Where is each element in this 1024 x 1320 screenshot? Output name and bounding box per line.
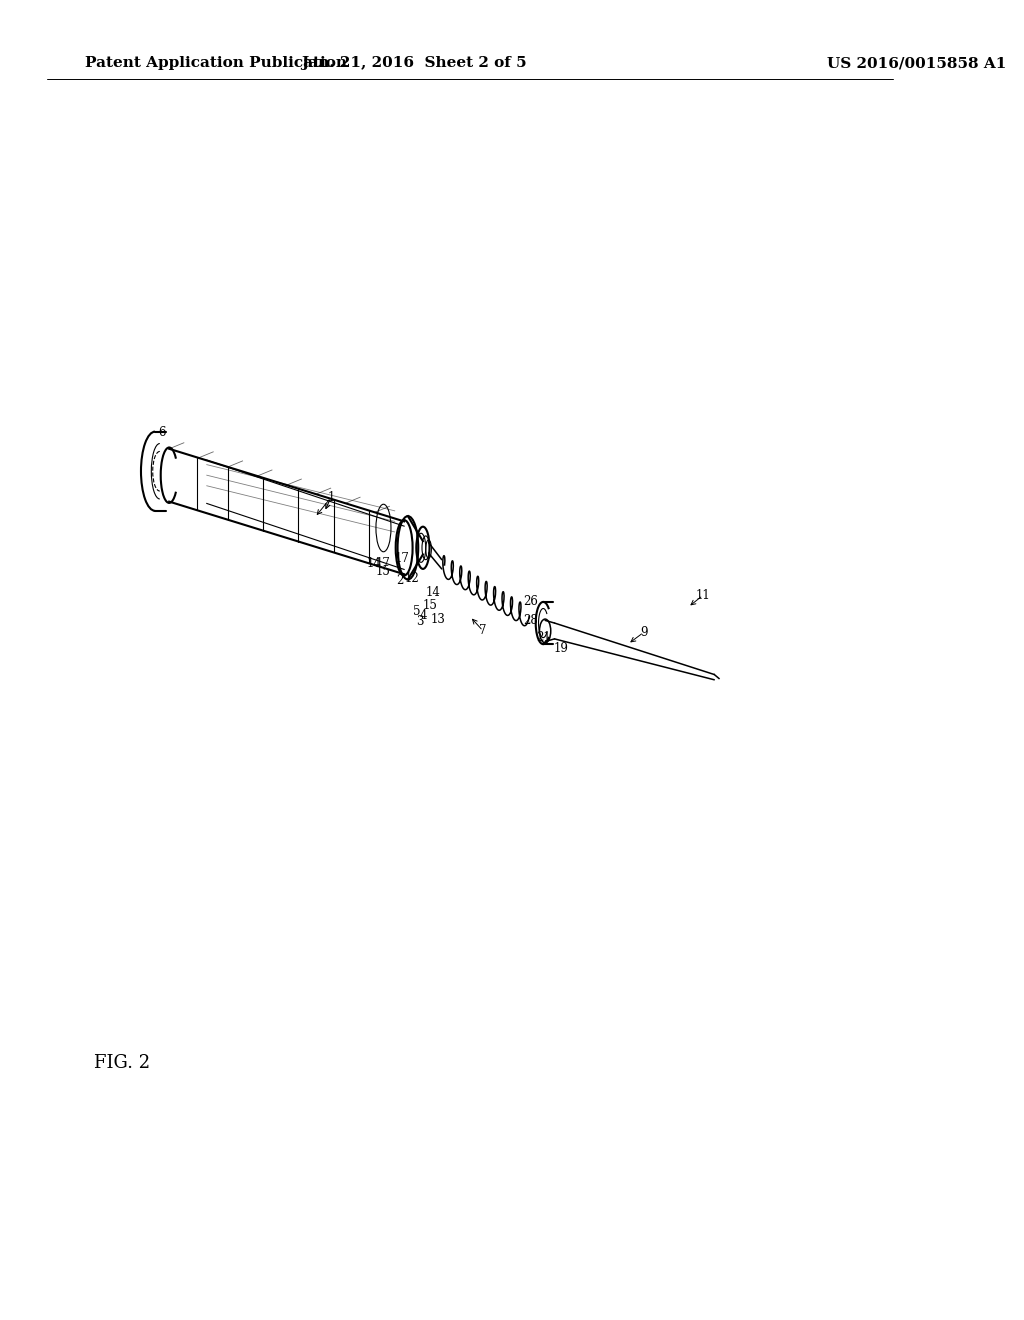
Text: 4: 4 bbox=[419, 609, 427, 622]
Text: 2: 2 bbox=[395, 574, 403, 587]
Text: 26: 26 bbox=[523, 595, 539, 609]
Text: Jan. 21, 2016  Sheet 2 of 5: Jan. 21, 2016 Sheet 2 of 5 bbox=[301, 57, 526, 70]
Text: 12: 12 bbox=[404, 572, 419, 585]
Text: 21: 21 bbox=[536, 631, 551, 644]
Text: 15: 15 bbox=[423, 599, 438, 612]
Text: 11: 11 bbox=[695, 589, 711, 602]
Text: 28: 28 bbox=[522, 614, 538, 627]
Text: 14: 14 bbox=[367, 557, 382, 570]
Text: 3: 3 bbox=[417, 615, 424, 628]
Text: Patent Application Publication: Patent Application Publication bbox=[85, 57, 346, 70]
Text: 7: 7 bbox=[479, 624, 486, 638]
Text: 5: 5 bbox=[413, 605, 420, 618]
Text: FIG. 2: FIG. 2 bbox=[94, 1053, 151, 1072]
Text: 17: 17 bbox=[395, 552, 410, 565]
Text: US 2016/0015858 A1: US 2016/0015858 A1 bbox=[827, 57, 1007, 70]
Text: 17: 17 bbox=[376, 557, 391, 570]
Text: 14: 14 bbox=[426, 586, 440, 599]
Text: 19: 19 bbox=[554, 642, 568, 655]
Text: 15: 15 bbox=[376, 565, 391, 578]
Text: 1: 1 bbox=[327, 491, 335, 504]
Text: 6: 6 bbox=[158, 426, 166, 440]
Text: 9: 9 bbox=[640, 626, 647, 639]
Text: 13: 13 bbox=[430, 612, 445, 626]
